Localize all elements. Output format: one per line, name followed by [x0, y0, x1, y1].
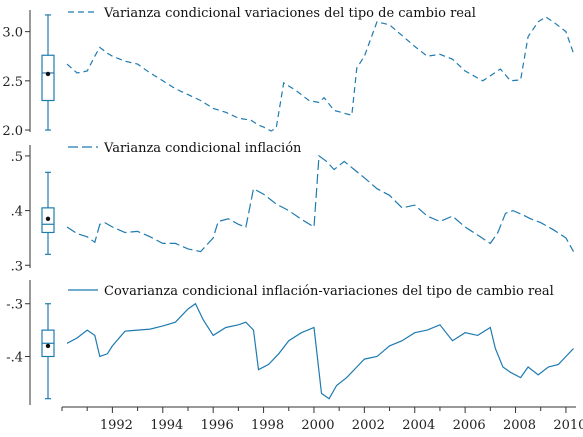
- panel-covariance: -.3 -.4 Covarianza condicional inflación-v…: [6, 280, 574, 405]
- legend: Varianza condicional inflación: [68, 141, 302, 156]
- box-plot: [41, 171, 55, 255]
- box-mean-dot: [45, 216, 51, 221]
- x-tick-label: 1996: [201, 418, 234, 433]
- series-line: [66, 302, 574, 400]
- legend-label: Varianza condicional inflación: [103, 141, 302, 156]
- box-mean-dot: [45, 343, 51, 349]
- x-tick-label: 2000: [301, 418, 334, 433]
- series-line: [66, 16, 575, 132]
- x-tick-label: 1992: [100, 418, 133, 433]
- legend: Varianza condicional variaciones del tip…: [68, 6, 476, 21]
- y-tick-label: -.4: [6, 350, 23, 365]
- y-tick-label: .4: [11, 205, 23, 220]
- y-tick-label: 3.0: [2, 26, 23, 41]
- y-tick-label: 2.0: [2, 124, 23, 139]
- legend-label: Covarianza condicional inflación-variaci…: [104, 284, 554, 299]
- box-plot: [41, 303, 55, 400]
- y-tick-label: 2.5: [2, 75, 23, 90]
- panel-exchange-variance: 2.0 2.5 3.0 Varianza condicional variacione…: [2, 6, 575, 139]
- x-tick-label: 2006: [453, 418, 486, 433]
- legend-label: Varianza condicional variaciones del tip…: [103, 6, 476, 21]
- x-tick-label: 2002: [352, 418, 385, 433]
- y-tick-label: .5: [11, 150, 23, 165]
- x-tick-label: 2008: [503, 418, 536, 433]
- x-axis: 1992 1994 1996 1998 2000 2002 2004 2006 2008 2010: [61, 406, 583, 433]
- x-tick-label: 1994: [150, 418, 183, 433]
- box-body: [41, 207, 55, 234]
- x-tick-label: 1998: [251, 418, 284, 433]
- box-body: [41, 54, 55, 102]
- legend: Covarianza condicional inflación-variaci…: [68, 284, 554, 299]
- x-tick-label: 2004: [402, 418, 435, 433]
- box-mean-dot: [45, 71, 51, 77]
- x-tick-label: 2010: [553, 418, 583, 433]
- series-line: [66, 154, 575, 253]
- panel-inflation-variance: .3 .4 .5 Varianza condicional inflación: [11, 141, 575, 274]
- box-plot: [41, 14, 55, 131]
- y-tick-label: -.3: [6, 298, 23, 313]
- y-tick-label: .3: [11, 259, 23, 274]
